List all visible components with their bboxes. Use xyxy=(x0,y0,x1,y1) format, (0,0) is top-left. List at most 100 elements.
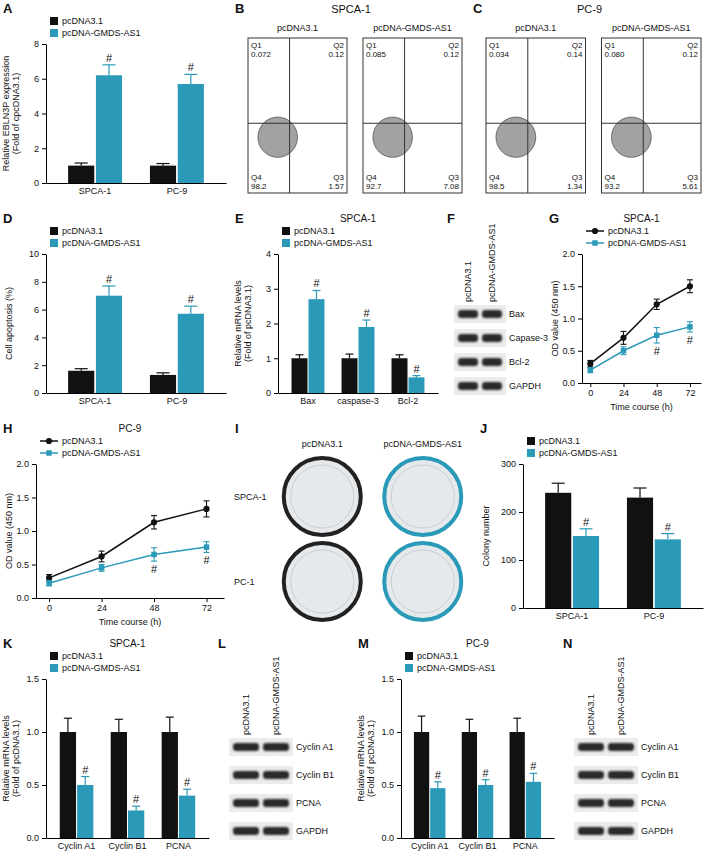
colony-dish xyxy=(284,543,361,620)
blot-strip xyxy=(574,738,638,756)
panel-label: J xyxy=(480,421,487,436)
annotation: # xyxy=(583,516,590,528)
row-label: Cyclin B1 xyxy=(296,770,334,780)
tick-label: 3 xyxy=(266,284,271,294)
blot-band xyxy=(578,771,604,779)
error-bar xyxy=(183,789,191,795)
quadrant-name: Q2 xyxy=(572,41,583,50)
error-stem xyxy=(186,789,187,795)
axis-title: (Fold of pcDNA3.1) xyxy=(243,285,253,362)
tick-mark xyxy=(397,732,401,733)
marks xyxy=(587,280,693,373)
quadrant-value: 0.12 xyxy=(682,50,698,59)
error-bar xyxy=(102,286,115,296)
panel: 01234Baxcaspase-3Bcl-2###pcDNA3.1pcDNA-G… xyxy=(233,211,439,406)
plot: 0.00.51.01.5Cyclin A1Cyclin B1PCNA###pcD… xyxy=(1,638,210,851)
line xyxy=(590,327,690,370)
bar xyxy=(309,299,325,393)
error-cap xyxy=(115,719,123,720)
quadrant-name: Q2 xyxy=(333,41,344,50)
annotation: # xyxy=(184,776,191,788)
error-cap xyxy=(363,319,371,320)
bar xyxy=(545,493,571,608)
error-bar xyxy=(530,773,538,781)
tick-mark xyxy=(42,785,46,786)
error-cap xyxy=(75,162,88,163)
row-label: Bax xyxy=(509,309,525,319)
legend-swatch xyxy=(50,29,58,37)
tick-label: 4 xyxy=(34,109,39,119)
error-cap xyxy=(102,285,115,286)
point xyxy=(687,283,693,289)
tick: 0.0 xyxy=(381,833,401,843)
tick: 8 xyxy=(34,39,46,49)
axis-title: Relative mRNA levels xyxy=(233,280,243,367)
tick-mark xyxy=(42,679,46,680)
error-cap xyxy=(687,321,693,322)
tick-mark xyxy=(274,393,278,394)
axis-line xyxy=(46,680,47,839)
blot-band xyxy=(608,771,634,779)
legend-marker xyxy=(592,240,597,245)
y-axis: 02468 xyxy=(34,39,47,188)
axis-line xyxy=(36,465,37,599)
annotation: # xyxy=(435,769,442,781)
tick: 2 xyxy=(34,361,46,371)
panel: 0.00.51.01.5Cyclin A1Cyclin B1PCNA###pcD… xyxy=(356,636,555,851)
blot-band xyxy=(233,827,259,835)
row-label: PCNA xyxy=(641,798,666,808)
plot-title: pcDNA3.1 xyxy=(277,23,318,33)
bar xyxy=(178,314,204,393)
quadrant-name: Q3 xyxy=(687,173,698,182)
tick-label: 0.0 xyxy=(562,378,575,388)
error-cap xyxy=(687,279,693,280)
axis-title: Colony number xyxy=(481,505,491,566)
point xyxy=(587,361,593,367)
blot-strip xyxy=(229,794,293,812)
tick-label: 0 xyxy=(511,603,516,613)
tick-mark xyxy=(397,679,401,680)
tick: 6 xyxy=(34,74,46,84)
tick-label: 0.5 xyxy=(16,560,29,570)
row-label: SPCA-1 xyxy=(234,492,267,502)
tick: 0.5 xyxy=(562,346,582,356)
error-cap xyxy=(156,372,169,373)
tick-label: 72 xyxy=(202,603,212,613)
error-bar xyxy=(166,717,174,732)
tick-label: 100 xyxy=(501,555,516,565)
plot-frame xyxy=(486,38,586,193)
panel: 02468SPCA-1PC-9##pcDNA3.1pcDNA-GMDS-AS1R… xyxy=(1,1,227,196)
tick: 0 xyxy=(47,598,52,613)
axis-line xyxy=(523,465,524,609)
axis-line xyxy=(46,45,47,184)
legend-label: pcDNA3.1 xyxy=(539,436,580,446)
legend-label: pcDNA3.1 xyxy=(417,651,458,661)
error-stem xyxy=(667,534,668,540)
panel: 0.00.51.01.5Cyclin A1Cyclin B1PCNA###pcD… xyxy=(1,636,210,851)
blot-strip xyxy=(454,305,506,323)
error-bar xyxy=(81,777,89,785)
error-stem xyxy=(517,718,518,732)
quadrant-name: Q1 xyxy=(251,41,262,50)
tick-label: SPCA-1 xyxy=(79,396,112,406)
error-cap xyxy=(184,74,197,75)
tick-mark xyxy=(519,464,523,465)
plot-title: pcDNA-GMDS-AS1 xyxy=(373,23,452,33)
error-cap xyxy=(654,327,660,328)
blot-strip xyxy=(454,353,506,371)
tick-label: 1.5 xyxy=(381,674,394,684)
y-axis: 01234 xyxy=(266,249,279,398)
gate-line xyxy=(404,38,405,193)
bar xyxy=(409,377,425,393)
colony-dish-inner xyxy=(391,465,454,528)
error-bar xyxy=(687,322,693,332)
tick-mark xyxy=(578,319,582,320)
panel-label: H xyxy=(3,421,12,436)
bar xyxy=(179,796,195,838)
tick-mark xyxy=(690,383,691,387)
lane-label: pcDNA-GMDS-AS1 xyxy=(487,223,497,302)
tick: caspase-3 xyxy=(337,393,379,406)
tick-label: 24 xyxy=(97,603,107,613)
tick: 2 xyxy=(34,144,46,154)
error-bar xyxy=(156,373,169,375)
